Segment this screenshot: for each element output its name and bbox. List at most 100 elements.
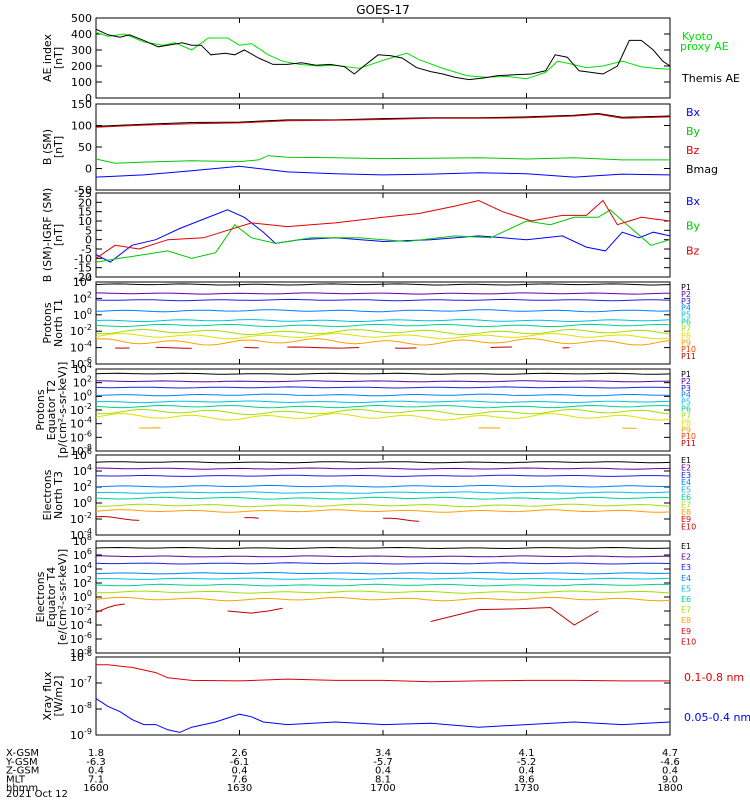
series-line-p9 <box>96 339 670 345</box>
series-line-e9 <box>96 604 125 612</box>
series-line-e7 <box>96 504 670 506</box>
series-line-e3 <box>96 563 670 564</box>
series-line-e11 <box>431 608 599 626</box>
x-tick-label: 1730 <box>514 783 539 794</box>
y-axis-label: [nT] <box>52 224 65 246</box>
y-tick-label: 300 <box>71 44 92 57</box>
y-tick-label: 104 <box>73 274 92 289</box>
series-line-p8 <box>96 414 670 420</box>
legend-entry: By <box>686 220 701 233</box>
legend-entry: Bmag <box>686 163 718 176</box>
legend-entry: By <box>686 125 701 138</box>
series-line-e3 <box>96 475 670 476</box>
legend-entry: E6 <box>681 595 691 604</box>
legend-entry: E5 <box>681 584 691 593</box>
series-line-e9 <box>383 518 419 521</box>
series-line-p5 <box>96 320 670 322</box>
date-label: 2021 Oct 12 <box>6 789 68 800</box>
legend-entry: Bx <box>686 106 701 119</box>
y-tick-label: 100 <box>71 76 92 89</box>
y-tick-label: 0 <box>85 163 92 176</box>
legend-entry: E3 <box>681 563 691 572</box>
x-tick-label: 1600 <box>83 783 108 794</box>
y-tick-label: 100 <box>73 495 92 510</box>
series-line-e1 <box>96 462 670 463</box>
legend-entry: P11 <box>681 352 696 361</box>
y-axis-label: [nT] <box>52 47 65 69</box>
series-line-e9 <box>244 518 258 519</box>
series-line-e4 <box>96 573 670 574</box>
series-line-0-1-0-8-nm <box>96 665 670 682</box>
y-tick-label: 104 <box>73 561 92 576</box>
series-line-p3 <box>96 387 670 388</box>
legend-entry: Bx <box>686 195 701 208</box>
panel-frame-5 <box>96 455 670 535</box>
series-line-p11 <box>287 347 359 348</box>
series-line-p2 <box>96 293 670 294</box>
series-line-p4 <box>96 310 670 312</box>
legend-entry: Themis AE <box>681 72 740 85</box>
series-line-p2 <box>96 381 670 382</box>
panel-frame-7 <box>96 657 670 735</box>
y-tick-label: 106 <box>73 447 92 462</box>
series-line-p11 <box>491 347 512 348</box>
panel-frame-1 <box>96 104 670 190</box>
y-tick-label: 10-2 <box>70 511 92 526</box>
y-tick-label: 100 <box>73 307 92 322</box>
series-line-bz <box>96 114 670 127</box>
series-line-e7 <box>96 591 670 593</box>
y-tick-label: 25 <box>78 187 92 200</box>
series-line-e6 <box>96 497 670 499</box>
y-tick-label: 200 <box>71 60 92 73</box>
y-tick-label: 10-2 <box>70 603 92 618</box>
y-tick-label: 10-6 <box>70 649 92 664</box>
series-line-p11 <box>156 347 192 348</box>
y-tick-label: 100 <box>71 120 92 133</box>
series-line-p7 <box>96 410 670 415</box>
y-tick-label: 400 <box>71 28 92 41</box>
series-line-e2 <box>96 556 670 557</box>
y-tick-label: 10-9 <box>70 727 92 742</box>
series-line-bx <box>96 166 670 177</box>
y-axis-label: [W/m2] <box>52 676 65 717</box>
series-line-e1 <box>96 548 670 549</box>
legend-entry: E7 <box>681 606 691 615</box>
panel-frame-0 <box>96 18 670 98</box>
y-tick-label: 102 <box>73 290 92 305</box>
legend-entry: E2 <box>681 553 691 562</box>
y-axis-label: [e/(cm²-s-sr-keV)] <box>56 549 69 645</box>
legend-entry: proxy AE <box>680 40 729 53</box>
y-tick-label: 10-2 <box>70 323 92 338</box>
series-line-p6 <box>96 324 670 326</box>
chart-title: GOES-17 <box>356 3 410 17</box>
series-line-themis-ae <box>96 29 670 79</box>
series-line-0-05-0-4-nm <box>96 699 670 733</box>
y-tick-label: 500 <box>71 12 92 25</box>
y-tick-label: 102 <box>73 479 92 494</box>
y-tick-label: 10-8 <box>70 701 92 716</box>
series-line-e5 <box>96 578 670 579</box>
series-line-e2 <box>96 468 670 469</box>
panel-frame-3 <box>96 282 670 364</box>
y-tick-label: 100 <box>73 589 92 604</box>
y-axis-label: North T1 <box>52 299 65 347</box>
legend-entry: E1 <box>681 542 691 551</box>
series-line-p5 <box>96 401 670 403</box>
legend-entry: Bz <box>686 144 700 157</box>
series-line-e5 <box>96 492 670 493</box>
y-axis-label: [nT] <box>52 136 65 158</box>
legend-entry: E10 <box>681 523 696 532</box>
panel-frame-6 <box>96 541 670 653</box>
series-line-bz <box>96 201 670 259</box>
legend-entry: 0.1-0.8 nm <box>684 671 744 684</box>
y-axis-label: North T3 <box>52 471 65 519</box>
legend-entry: E10 <box>681 637 696 646</box>
series-line-p4 <box>96 394 670 396</box>
series-line-e10 <box>228 608 283 613</box>
panel-frame-2 <box>96 193 670 277</box>
y-axis-label: [p/(cm²-s-sr-keV)] <box>56 362 69 459</box>
series-line-e6 <box>96 584 670 586</box>
legend-entry: 0.05-0.4 nm <box>684 711 750 724</box>
x-tick-label: 1800 <box>657 783 682 794</box>
